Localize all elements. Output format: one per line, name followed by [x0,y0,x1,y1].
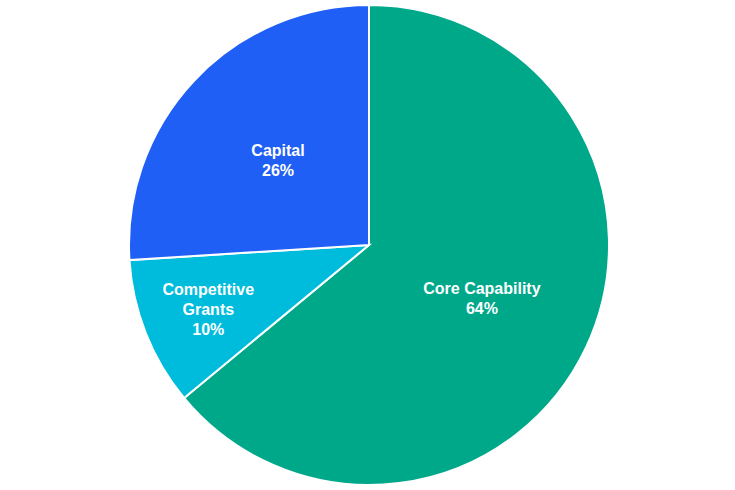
slices [129,5,609,485]
slice-label: CompetitiveGrants [163,281,255,318]
chart: Core Capability 64% CompetitiveGrants 10% Ca… [0,0,735,490]
labels: Core Capability 64% CompetitiveGrants 10% Ca… [163,142,541,338]
slice-value-label: 26% [262,162,294,179]
slice-value-label: 64% [466,300,498,317]
slice-label: Core Capability [423,280,540,297]
slice-value-label: 10% [192,321,224,338]
pie-slice [129,5,369,260]
slice-label: Capital [251,142,304,159]
pie-slice [129,245,369,398]
